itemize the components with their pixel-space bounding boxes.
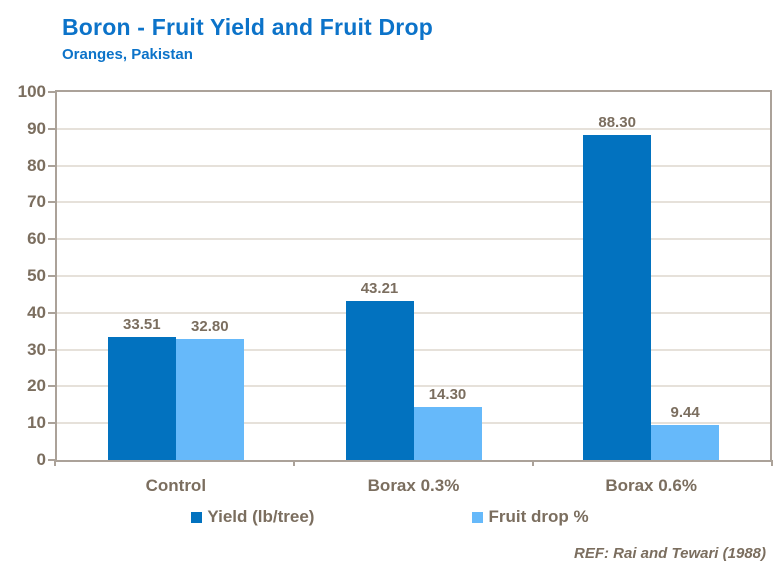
y-axis-tick [48, 348, 55, 351]
y-axis-tick [48, 201, 55, 204]
legend-swatch [472, 511, 484, 523]
legend-swatch [191, 511, 203, 523]
bar [413, 407, 482, 460]
y-axis-tick [48, 238, 55, 241]
x-axis-tick [293, 460, 295, 466]
gridline [57, 238, 770, 241]
gridline [57, 127, 770, 130]
gridline [57, 385, 770, 388]
y-tick-label: 70 [27, 192, 46, 212]
gridline [57, 348, 770, 351]
gridline [57, 311, 770, 314]
y-axis-tick [48, 311, 55, 314]
legend: Yield (lb/tree) Fruit drop % [0, 507, 780, 527]
y-axis-tick [48, 91, 55, 93]
y-tick-label: 40 [27, 302, 46, 322]
x-category-label: Control [145, 476, 207, 495]
x-axis-tick [771, 460, 773, 466]
legend-label: Yield (lb/tree) [207, 507, 315, 526]
gridline [57, 201, 770, 204]
bar [651, 425, 720, 460]
bar [107, 336, 176, 460]
y-tick-label: 100 [17, 82, 46, 101]
plot-area: 33.51 32.80 43.21 14.30 88.30 9.44 [55, 90, 772, 462]
x-category-label: Borax 0.3% [367, 476, 460, 495]
y-tick-label: 90 [27, 118, 46, 138]
legend-item: Yield (lb/tree) [191, 507, 314, 527]
bar [345, 301, 414, 460]
bar-value-label: 14.30 [428, 386, 467, 404]
x-axis-tick [54, 460, 56, 466]
y-tick-label: 20 [27, 376, 46, 396]
bar [583, 135, 652, 460]
reference-note: REF: Rai and Tewari (1988) [574, 545, 766, 562]
y-axis-tick [48, 422, 55, 425]
y-axis-tick [48, 127, 55, 130]
bar-value-label: 43.21 [360, 280, 399, 297]
y-tick-label: 10 [27, 413, 46, 433]
y-tick-label: 60 [27, 229, 46, 249]
y-tick-label: 80 [27, 155, 46, 175]
bar-value-label: 88.30 [598, 114, 636, 132]
y-axis-tick [48, 459, 55, 461]
bar-value-label: 33.51 [123, 315, 161, 333]
y-tick-label: 50 [27, 266, 46, 285]
bar-value-label: 9.44 [670, 404, 700, 422]
legend-item: Fruit drop % [472, 507, 589, 527]
gridline [57, 164, 770, 167]
bar-value-label: 32.80 [191, 318, 229, 336]
x-axis-tick [532, 460, 534, 466]
bar [175, 339, 244, 460]
y-tick-label: 30 [27, 339, 46, 359]
chart-subtitle: Oranges, Pakistan [62, 46, 193, 63]
x-category-label: Borax 0.6% [605, 476, 697, 495]
y-axis-tick [48, 164, 55, 167]
y-axis-tick [48, 275, 55, 277]
y-tick-label: 0 [36, 450, 46, 469]
gridline [57, 275, 770, 277]
y-axis-tick [48, 385, 55, 388]
legend-label: Fruit drop % [488, 507, 589, 526]
chart-title: Boron - Fruit Yield and Fruit Drop [62, 14, 433, 40]
